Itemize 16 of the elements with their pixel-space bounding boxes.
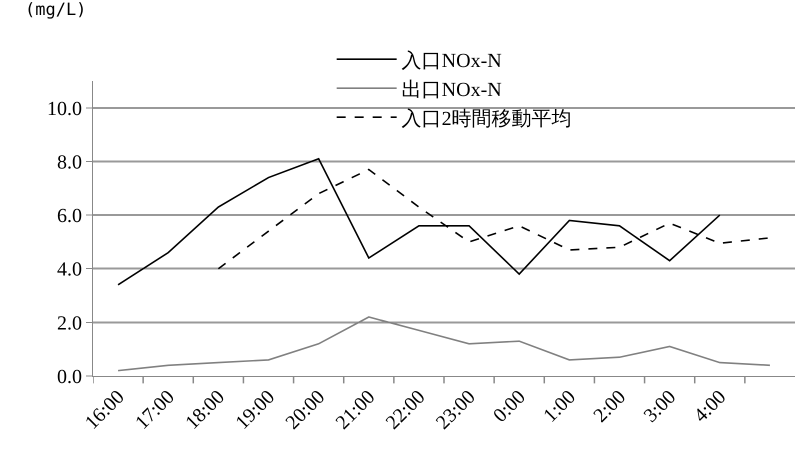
legend-label: 入口2時間移動平均 [402, 108, 572, 130]
x-tick-label: 1:00 [539, 386, 580, 427]
line-series [117, 316, 771, 372]
x-tick-label: 3:00 [640, 386, 680, 427]
y-axis-title: (mg/L) [25, 0, 86, 20]
y-tick-label: 10.0 [47, 98, 82, 120]
x-tick-label: 2:00 [589, 386, 630, 427]
x-tick-label: 0:00 [489, 386, 530, 427]
x-tick-label: 4:00 [690, 386, 730, 427]
y-tick-label: 8.0 [57, 151, 82, 174]
y-tick-label: 6.0 [57, 205, 82, 228]
y-tick-label: 2.0 [57, 312, 82, 334]
y-tick-label: 4.0 [57, 258, 82, 281]
legend-label: 出口NOx-N [402, 79, 502, 101]
legend-label: 入口NOx-N [402, 50, 502, 72]
y-tick-label: 0.0 [57, 366, 82, 388]
